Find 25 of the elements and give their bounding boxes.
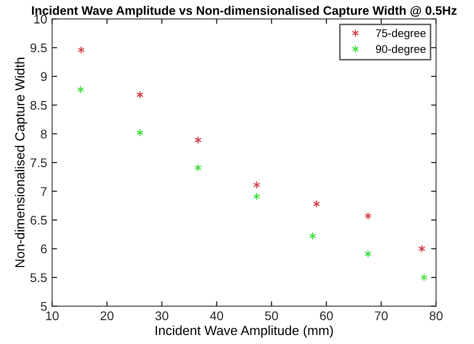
legend-label: 75-degree <box>376 28 426 40</box>
y-tick-label: 5 <box>40 302 47 311</box>
point <box>78 46 85 54</box>
x-tick-label: 40 <box>210 311 224 320</box>
x-tick-label: 60 <box>320 311 333 320</box>
x-tick-label: 30 <box>155 311 168 320</box>
point <box>253 192 260 200</box>
y-tick-label: 6 <box>40 244 47 254</box>
y-tick-label: 7 <box>40 187 47 196</box>
x-tick-label: 50 <box>265 311 278 320</box>
y-tick-label: 7.5 <box>30 158 47 168</box>
y-tick-label: 5.5 <box>30 273 47 282</box>
x-tick-label: 80 <box>430 311 443 320</box>
x-axis-title: Incident Wave Amplitude (mm) <box>156 325 333 338</box>
point <box>253 180 260 189</box>
y-tick-label: 9 <box>40 72 47 82</box>
y-tick-label: 9.5 <box>30 43 47 52</box>
legend-label: 90-degree <box>376 44 426 56</box>
y-tick-label: 8.5 <box>30 100 47 110</box>
x-tick-label: 20 <box>100 311 114 320</box>
y-tick-label: 8 <box>40 130 47 138</box>
y-axis-title: Non-dimensionalised Capture Width <box>14 58 28 268</box>
y-tick-label: 10 <box>34 14 47 24</box>
x-tick-label: 70 <box>374 311 388 320</box>
y-tick-label: 6.5 <box>30 216 47 225</box>
